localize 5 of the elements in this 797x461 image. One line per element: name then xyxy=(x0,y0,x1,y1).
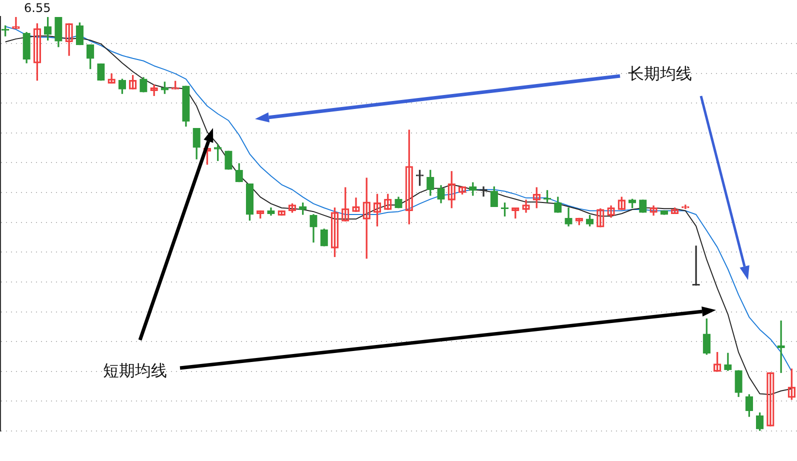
annotation: 短期均线 xyxy=(103,361,167,382)
candlestick xyxy=(766,372,774,426)
annotation: 长期均线 xyxy=(628,64,692,85)
text: 6.55 xyxy=(24,1,51,15)
candlestick xyxy=(480,186,488,197)
